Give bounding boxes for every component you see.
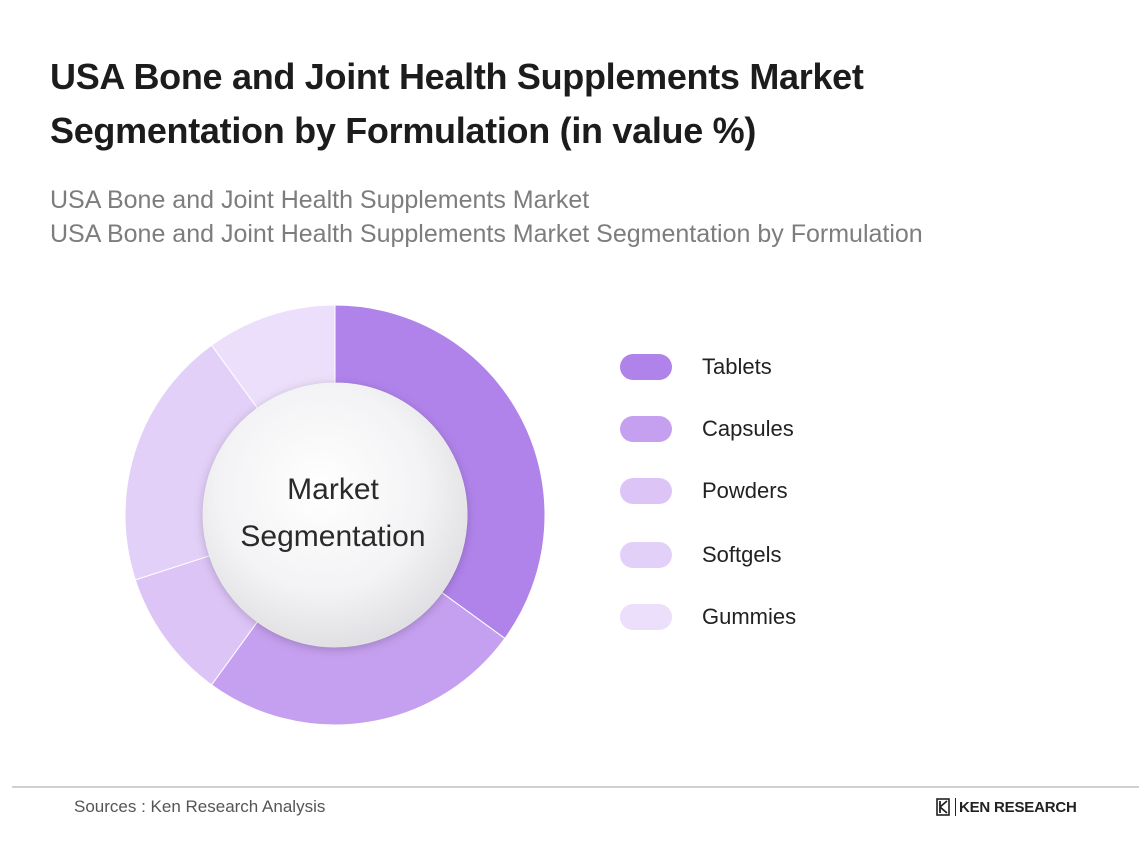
donut-center-disc (203, 383, 467, 647)
legend-label: Powders (702, 478, 788, 503)
logo-separator (955, 798, 956, 816)
chart-title-line-2: Segmentation by Formulation (in value %) (50, 110, 757, 151)
legend-swatch (620, 542, 672, 568)
legend-label: Capsules (702, 416, 794, 441)
legend-item-softgels: Softgels (620, 540, 782, 570)
donut-center-label: Market Segmentation (198, 466, 468, 560)
legend-label: Gummies (702, 604, 797, 629)
brand-name: KEN RESEARCH (959, 798, 1077, 816)
legend-label: Softgels (702, 542, 782, 567)
legend-swatch (620, 604, 672, 630)
donut-chart (124, 304, 546, 726)
legend-swatch (620, 478, 672, 504)
chart-title: USA Bone and Joint Health Supplements Ma… (50, 50, 1050, 158)
footer-divider (12, 786, 1139, 788)
legend-swatch (620, 354, 672, 380)
legend-item-gummies: Gummies (620, 602, 796, 632)
chart-subtitle-line-1: USA Bone and Joint Health Supplements Ma… (50, 186, 590, 214)
chart-title-line-1: USA Bone and Joint Health Supplements Ma… (50, 56, 864, 97)
center-label-line-1: Market (287, 473, 379, 506)
legend-item-capsules: Capsules (620, 414, 794, 444)
chart-subtitle-line-2: USA Bone and Joint Health Supplements Ma… (50, 220, 923, 248)
legend-item-powders: Powders (620, 476, 788, 506)
center-label-line-2: Segmentation (240, 520, 426, 553)
ken-research-logo-icon (936, 798, 950, 816)
source-note: Sources : Ken Research Analysis (74, 797, 326, 816)
ken-research-logo: KEN RESEARCH (936, 798, 1077, 816)
legend-swatch (620, 416, 672, 442)
legend-label: Tablets (702, 354, 772, 379)
chart-subtitle: USA Bone and Joint Health Supplements Ma… (50, 183, 1110, 251)
legend-item-tablets: Tablets (620, 352, 772, 382)
